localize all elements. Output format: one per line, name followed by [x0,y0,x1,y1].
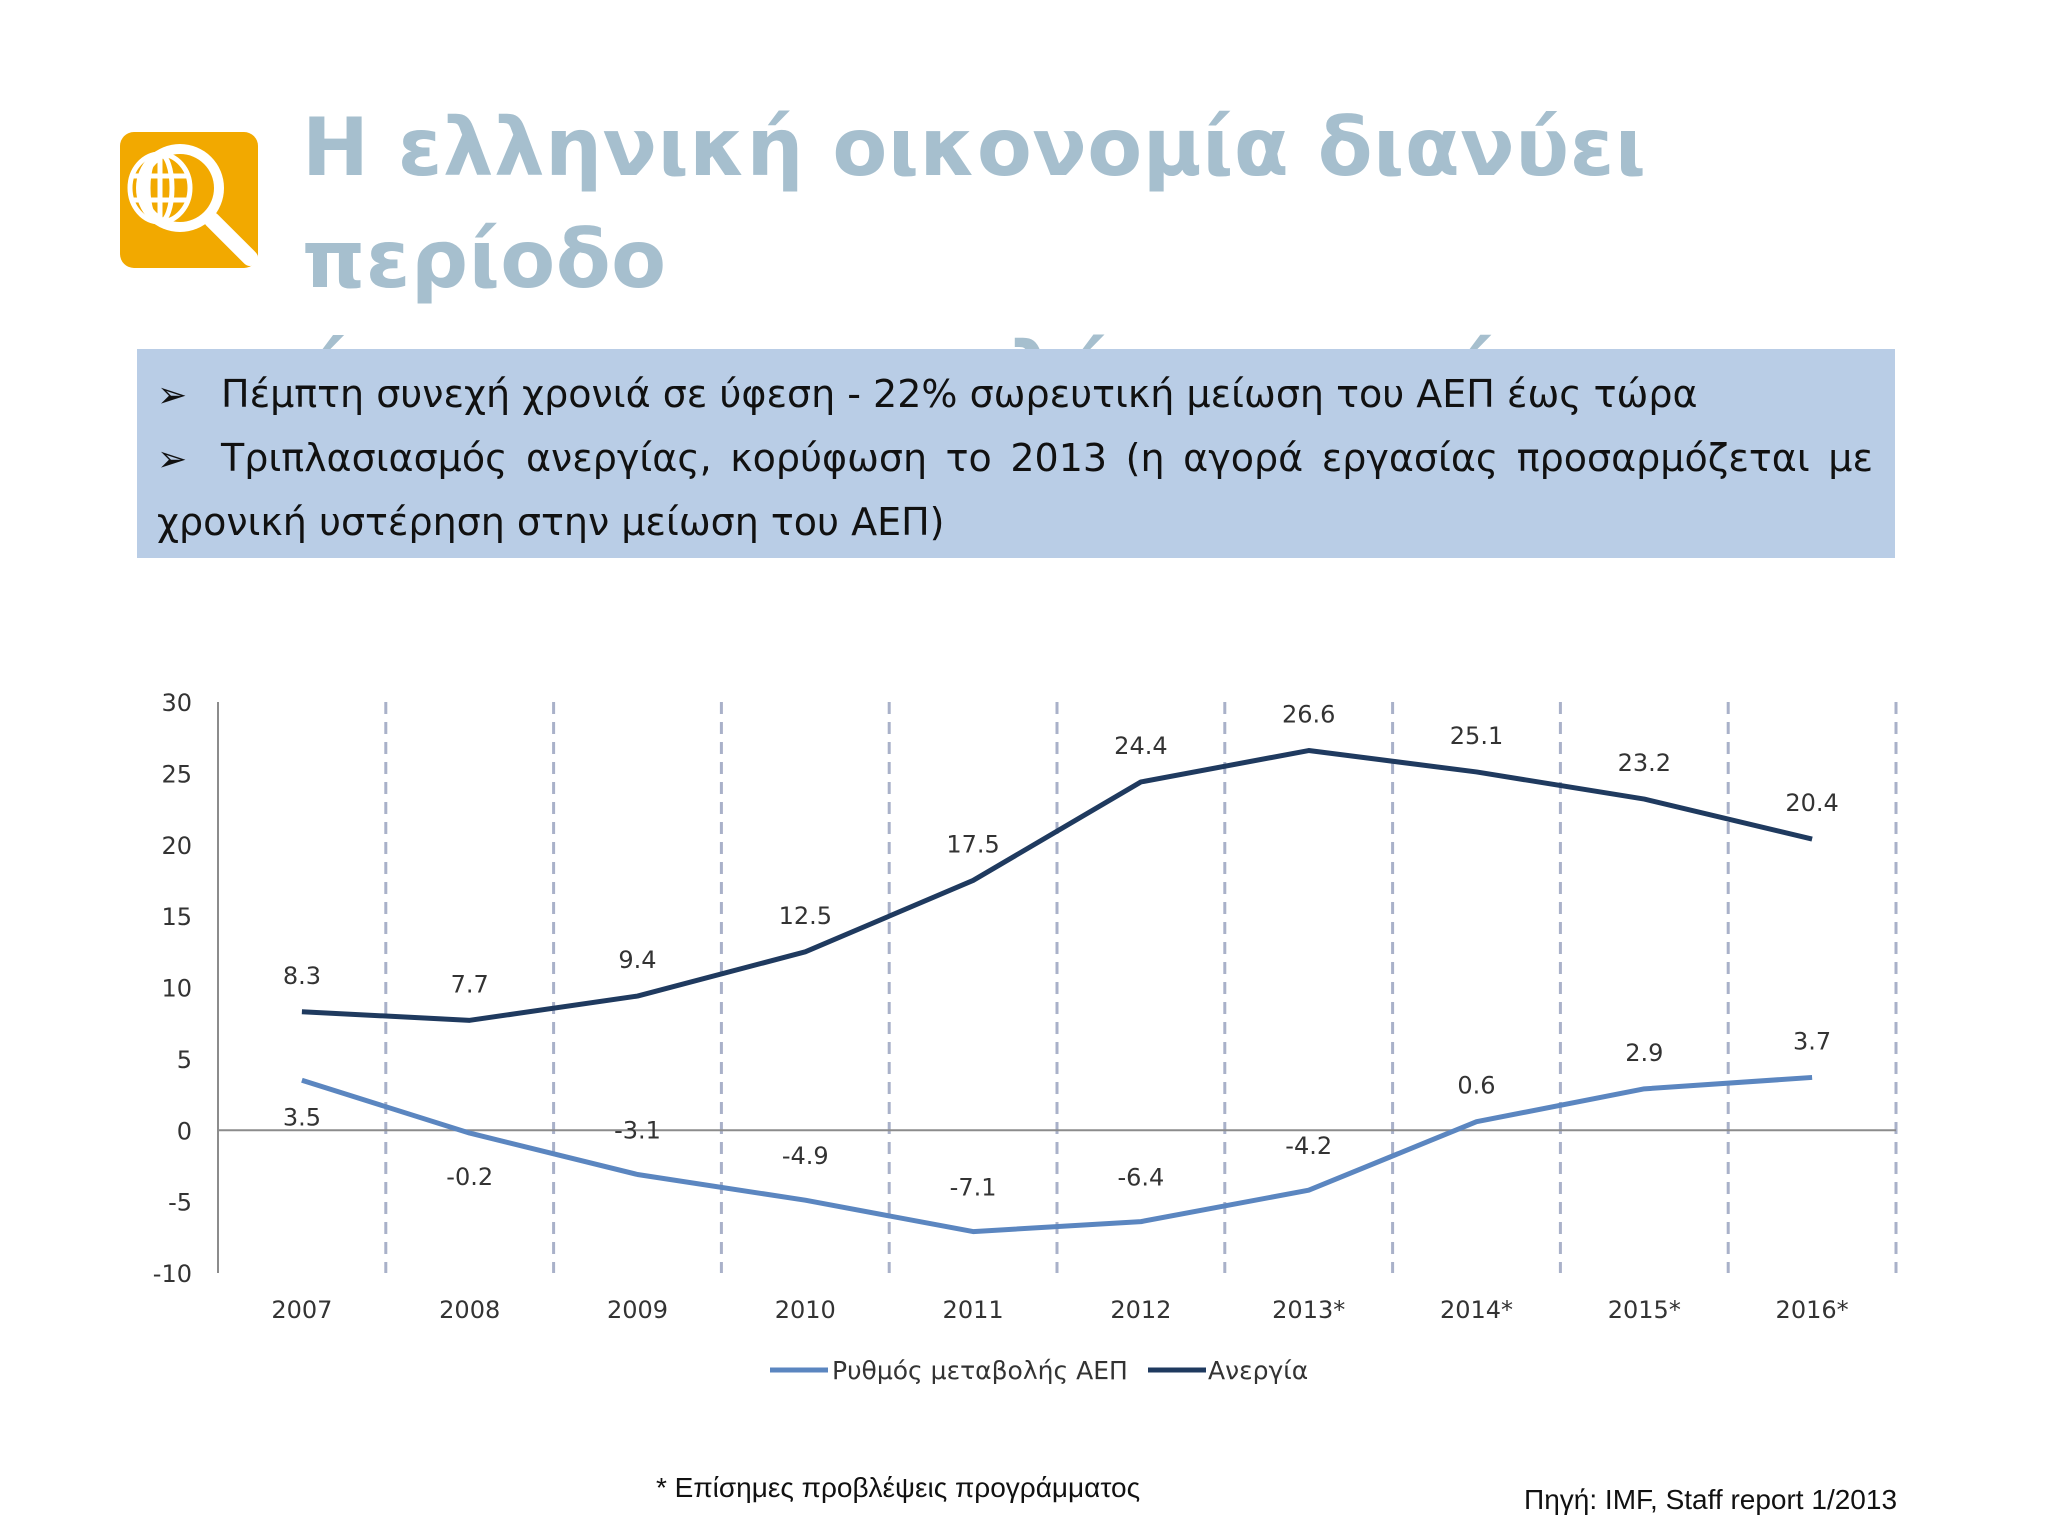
x-tick-label: 2014* [1440,1296,1513,1324]
bullet-text-1: Πέμπτη συνεχή χρονιά σε ύφεση - 22% σωρε… [221,372,1698,416]
arrow-bullet-icon: ➢ [157,375,188,416]
source-note: Πηγή: IMF, Staff report 1/2013 [1524,1484,1898,1515]
data-label-unemployment: 9.4 [618,946,656,974]
bullet-text-2: Τριπλασιασμός ανεργίας, κορύφωση το 2013… [221,436,1873,480]
data-label-unemployment: 12.5 [779,902,832,930]
y-tick-label: 5 [177,1046,192,1074]
y-tick-label: 20 [161,832,192,860]
bullet-item-1: ➢ Πέμπτη συνεχή χρονιά σε ύφεση - 22% σωρ… [157,363,1873,427]
data-label-gdp: -4.2 [1285,1132,1332,1160]
footnote: * Επίσημες προβλέψεις προγράμματος [656,1472,1141,1503]
y-tick-label: 25 [161,760,192,788]
x-tick-label: 2011 [943,1296,1004,1324]
series-line-unemployment [301,748,1813,1023]
data-label-unemployment: 26.6 [1282,701,1335,729]
data-label-unemployment: 8.3 [283,962,321,990]
x-tick-label: 2015* [1608,1296,1681,1324]
data-label-unemployment: 23.2 [1618,749,1671,777]
bullet-item-2: ➢ Τριπλασιασμός ανεργίας, κορύφωση το 201… [157,427,1873,491]
data-label-gdp: -3.1 [614,1117,661,1145]
legend-label-gdp: Ρυθμός μεταβολής ΑΕΠ [832,1356,1128,1385]
y-tick-label: 30 [161,689,192,717]
slide-title-line-1: Η ελληνική οικονομία διανύει περίοδο [302,101,1647,306]
data-label-gdp: -0.2 [446,1163,493,1191]
y-tick-label: -5 [168,1189,192,1217]
data-label-gdp: -6.4 [1117,1164,1164,1192]
arrow-bullet-icon: ➢ [157,439,188,480]
line-chart: 30 25 20 15 10 5 0 -5 -10 2007 2008 2009 2010 2011 201… [153,689,1898,1385]
y-tick-label: 10 [161,975,192,1003]
data-label-unemployment: 25.1 [1450,722,1503,750]
data-label-unemployment: 20.4 [1785,789,1838,817]
series-line-gdp [301,1074,1813,1235]
y-tick-label: -10 [153,1260,192,1288]
data-label-gdp: 2.9 [1625,1039,1663,1067]
data-label-gdp: -4.9 [782,1142,829,1170]
globe-magnifier-icon [120,130,260,270]
data-label-gdp: 0.6 [1457,1072,1495,1100]
x-tick-label: 2012 [1110,1296,1171,1324]
y-tick-label: 0 [177,1117,192,1145]
x-tick-label: 2007 [271,1296,332,1324]
x-tick-label: 2013* [1272,1296,1345,1324]
data-label-gdp: -7.1 [950,1174,997,1202]
legend-label-unemployment: Ανεργία [1208,1356,1308,1385]
data-label-unemployment: 24.4 [1114,732,1167,760]
x-tick-label: 2016* [1776,1296,1849,1324]
y-tick-label: 15 [161,903,192,931]
data-label-gdp: 3.7 [1793,1027,1831,1055]
x-tick-label: 2010 [775,1296,836,1324]
x-tick-label: 2009 [607,1296,668,1324]
bullet-text-2-continuation: χρονική υστέρηση στην μείωση του ΑΕΠ) [157,500,945,544]
x-tick-label: 2008 [439,1296,500,1324]
bullet-box: ➢ Πέμπτη συνεχή χρονιά σε ύφεση - 22% σωρ… [137,349,1895,558]
data-label-unemployment: 7.7 [451,970,489,998]
data-label-gdp: 3.5 [283,1103,321,1131]
data-label-unemployment: 17.5 [946,830,999,858]
